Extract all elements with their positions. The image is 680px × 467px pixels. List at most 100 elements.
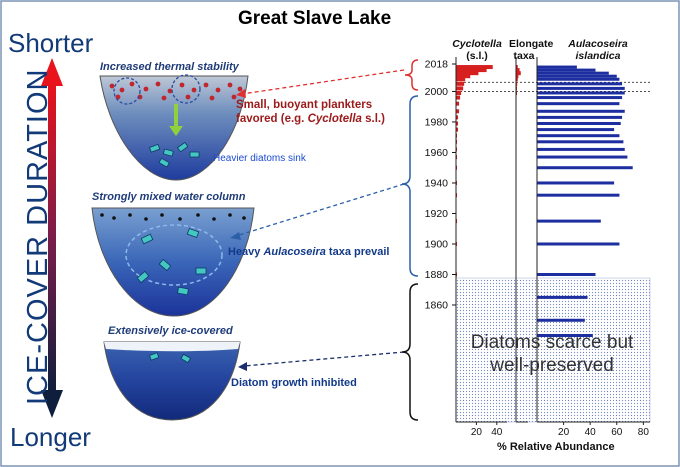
ice-duration-arrow [41,58,63,418]
pointer-blue-mid [230,183,405,240]
bar-cyclotella [456,115,459,120]
bar-cyclotella [456,71,479,76]
trapped-diatoms [149,352,192,364]
scale-top-label: Shorter [8,28,94,58]
bar-aulacoseira [537,68,596,72]
x-axis-title: % Relative Abundance [497,441,615,453]
bar-elongate [516,68,520,73]
lake-ice-covered [103,341,241,421]
y-tick-label: 2000 [425,86,449,98]
bar-cyclotella [456,86,464,91]
y-tick-label: 2018 [425,59,449,71]
mixing-loop [125,224,223,286]
bar-cyclotella [456,139,458,144]
bar-cyclotella [456,109,460,114]
bar-cyclotella [456,147,458,152]
bar-elongate [516,71,521,76]
col-head-cyclotella: Cyclotella (s.l.) [452,38,502,62]
plankton-dots-red [109,81,243,101]
bar-cyclotella [456,127,459,132]
bar-cyclotella [456,90,462,95]
bar-aulacoseira [537,219,601,223]
bar-cyclotella [456,165,458,170]
col-head-aulacoseira: Aulacoseira islandica [568,38,628,62]
lake2-annotation: Heavy Aulacoseira taxa prevail [228,246,390,258]
bar-cyclotella [456,101,460,106]
ice-layer [104,342,240,352]
bar-aulacoseira [537,77,620,81]
lake-mixed [91,207,255,317]
bar-aulacoseira [537,166,633,170]
x-tick-label: 20 [471,427,483,438]
x-tick-label: 40 [585,427,597,438]
bar-cyclotella [456,219,458,224]
mixing-cell [113,77,141,105]
bar-cyclotella [456,155,458,160]
bar-cyclotella [456,121,459,126]
x-tick-label: 60 [611,427,623,438]
bar-cyclotella [456,193,458,198]
bar-cyclotella [456,74,471,79]
bar-aulacoseira [537,134,620,138]
bar-cyclotella [456,95,461,100]
bar-aulacoseira [537,334,593,338]
x-tick-label: 40 [491,427,503,438]
pointer-blue-low [238,351,405,371]
lake-stratified [99,74,249,181]
y-tick-label: 1860 [425,300,449,312]
suspended-diatoms [136,227,207,296]
bar-aulacoseira [537,96,623,100]
lake1-title: Increased thermal stability [100,61,239,73]
lake3-annotation: Diatom growth inhibited [231,377,357,389]
bar-aulacoseira [537,115,623,119]
lake3-title: Extensively ice-covered [108,325,233,337]
mixing-cell [171,74,201,104]
y-tick-label: 1980 [425,116,449,128]
bar-aulacoseira [537,193,620,197]
lake1-annotation: Small, buoyant plankters favored (e.g. C… [236,99,385,125]
lake1-sub-note: Heavier diatoms sink [213,153,306,164]
bar-aulacoseira [537,91,625,95]
bar-cyclotella [456,180,458,185]
figure-title: Great Slave Lake [238,8,392,29]
pointer-red [236,69,405,98]
bar-cyclotella [456,77,466,82]
bar-elongate [516,65,518,70]
bar-aulacoseira [537,109,625,113]
bar-cyclotella [456,65,493,70]
bar-aulacoseira [537,82,623,86]
x-tick-label: 80 [638,427,650,438]
bar-cyclotella [456,81,465,86]
bar-cyclotella [456,241,458,246]
bar-aulacoseira [537,86,625,90]
bar-cyclotella [456,272,458,277]
bar-aulacoseira [537,155,628,159]
scarce-region [455,277,651,423]
bar-aulacoseira [537,272,596,276]
bar-aulacoseira [537,181,615,185]
bar-aulacoseira [537,71,609,75]
brace-mid [401,95,419,277]
y-tick-label: 1900 [425,238,449,250]
y-tick-label: 1920 [425,208,449,220]
bar-aulacoseira [537,74,617,78]
scale-bottom-label: Longer [10,422,91,452]
bar-aulacoseira [537,102,620,106]
bar-aulacoseira [537,318,585,322]
bar-aulacoseira [537,65,577,69]
plankton-dots-dark [100,213,246,221]
bar-elongate [516,77,518,82]
bar-aulacoseira [537,140,624,144]
scarce-note: Diatoms scarce but well-preserved [470,332,634,376]
bar-aulacoseira [537,242,620,246]
y-tick-label: 1960 [425,147,449,159]
col-head-elongate: Elongate taxa [509,38,554,62]
bar-aulacoseira [537,147,625,151]
brace-deep [401,283,419,421]
ice-duration-label: ICE-COVER DURATION [22,68,54,405]
bar-elongate [516,81,518,86]
bar-cyclotella [456,68,487,73]
